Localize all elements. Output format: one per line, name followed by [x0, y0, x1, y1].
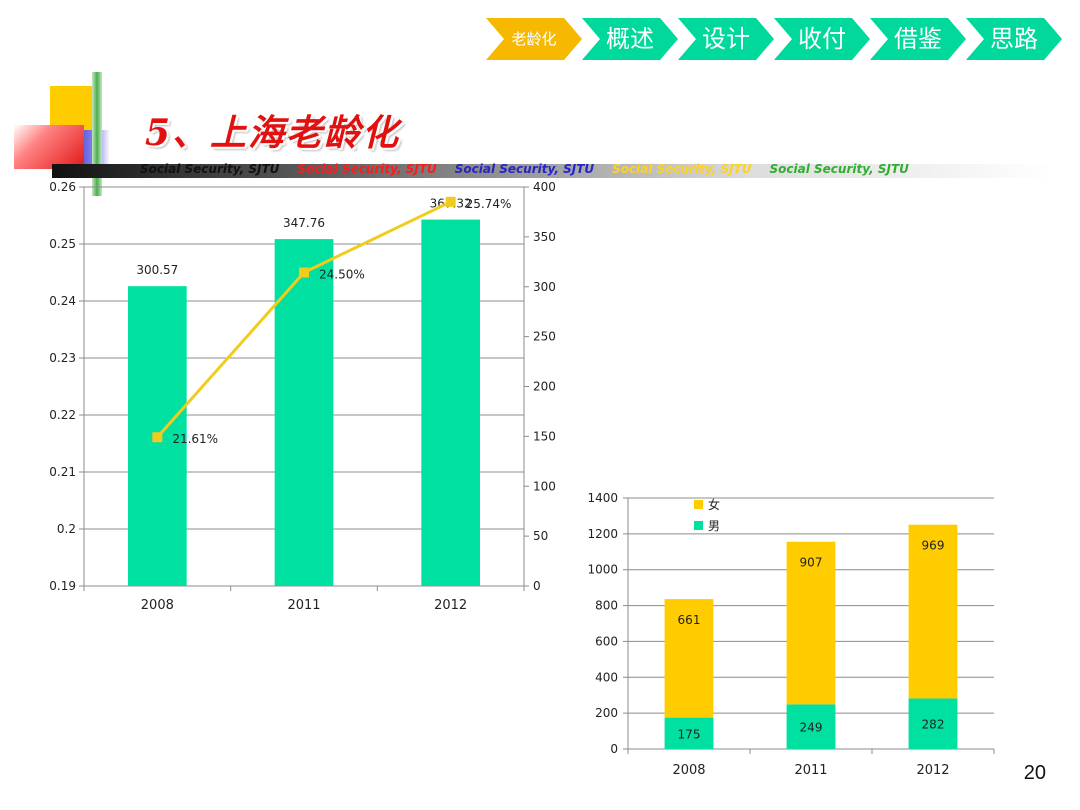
bar-data-label: 347.76 [283, 216, 325, 230]
tagline-text: Social Security, SJTU [297, 162, 437, 176]
legend-swatch [694, 521, 703, 530]
nav-tab-label: 收付 [798, 25, 846, 53]
page-number: 20 [1023, 762, 1046, 784]
left-axis-tick-label: 0.24 [49, 294, 76, 308]
nav-tab-payment[interactable]: 收付 [774, 18, 870, 60]
nav-tab-aging[interactable]: 老龄化 [486, 18, 582, 60]
y-axis-tick-label: 800 [595, 599, 618, 613]
legend-label: 男 [708, 519, 720, 533]
deco-green-bar [92, 72, 102, 196]
tagline-text: Social Security, SJTU [454, 162, 595, 176]
stacked-bar-segment [786, 704, 836, 749]
left-axis-tick-label: 0.2 [57, 522, 76, 536]
bar-data-label: 969 [922, 539, 945, 553]
right-axis-tick-label: 0 [533, 579, 541, 593]
nav-tab-label: 概述 [606, 25, 654, 53]
stacked-bar-segment [664, 717, 714, 749]
x-axis-tick-label: 2008 [672, 763, 705, 778]
bar-data-label: 175 [678, 727, 701, 741]
right-axis-tick-label: 200 [533, 380, 556, 394]
deco-yellow-square [50, 86, 94, 130]
bar-data-label: 907 [800, 556, 823, 570]
y-axis-tick-label: 1400 [587, 491, 618, 505]
tagline-text: Social Security, SJTU [612, 162, 752, 176]
legend-swatch [694, 500, 703, 509]
line-marker [152, 432, 163, 443]
left-axis-tick-label: 0.19 [49, 579, 76, 593]
line-data-label: 24.50% [319, 268, 365, 282]
nav-tab-shape [678, 18, 774, 60]
y-axis-tick-label: 1000 [587, 563, 618, 577]
tagline-text: Social Security, SJTU [140, 162, 280, 176]
nav-tab-shape [582, 18, 678, 60]
y-axis-tick-label: 0 [610, 742, 618, 756]
left-axis-tick-label: 0.23 [49, 351, 76, 365]
x-axis-tick-label: 2008 [141, 598, 174, 613]
bar [421, 219, 480, 586]
stacked-bar-segment [664, 599, 714, 718]
nav-tab-overview[interactable]: 概述 [582, 18, 678, 60]
right-axis-tick-label: 100 [533, 479, 556, 493]
left-axis-tick-label: 0.22 [49, 408, 76, 422]
nav-tab-shape [486, 18, 582, 60]
left-axis-tick-label: 0.21 [49, 465, 76, 479]
page-title: 5、上海老龄化 [145, 112, 401, 154]
bar-data-label: 300.57 [136, 263, 178, 277]
tagline-strip: Social Security, SJTU Social Security, SJ… [140, 162, 1000, 180]
y-axis-tick-label: 1200 [587, 527, 618, 541]
deco-red-square [14, 125, 84, 169]
bar-data-label: 282 [922, 718, 945, 732]
y-axis-tick-label: 600 [595, 634, 618, 648]
tagline-text: Social Security, SJTU [769, 162, 909, 176]
legend-label: 女 [708, 497, 720, 512]
line-data-label: 25.74% [466, 197, 512, 211]
x-axis-tick-label: 2011 [794, 763, 827, 778]
left-axis-tick-label: 0.25 [49, 237, 76, 251]
nav-tab-label: 设计 [702, 25, 750, 53]
nav-tab-label: 思路 [990, 25, 1038, 53]
nav-tab-shape [966, 18, 1062, 60]
bar-data-label: 661 [678, 613, 701, 627]
nav-tab-design[interactable]: 设计 [678, 18, 774, 60]
nav-tab-ideas[interactable]: 思路 [966, 18, 1062, 60]
y-axis-tick-label: 400 [595, 670, 618, 684]
nav-tab-label: 借鉴 [894, 25, 942, 53]
line-data-label: 21.61% [172, 432, 218, 446]
nav-tab-shape [774, 18, 870, 60]
right-axis-tick-label: 300 [533, 280, 556, 294]
nav-tab-reference[interactable]: 借鉴 [870, 18, 966, 60]
stacked-bar-segment [786, 541, 836, 705]
line-marker [445, 196, 456, 207]
x-axis-tick-label: 2012 [916, 763, 949, 778]
right-axis-tick-label: 250 [533, 330, 556, 344]
bar [274, 239, 334, 586]
stacked-bar-segment [908, 698, 958, 749]
bar-data-label: 249 [800, 721, 823, 735]
deco-underline-bar [52, 164, 1052, 178]
nav-tab-shape [870, 18, 966, 60]
right-axis-tick-label: 400 [533, 180, 556, 194]
right-axis-tick-label: 50 [533, 529, 548, 543]
x-axis-tick-label: 2012 [434, 598, 467, 613]
right-axis-tick-label: 350 [533, 230, 556, 244]
y-axis-tick-label: 200 [595, 706, 618, 720]
nav-tab-label: 老龄化 [511, 30, 557, 48]
right-axis-tick-label: 150 [533, 429, 556, 443]
left-axis-tick-label: 0.26 [49, 180, 76, 194]
line-marker [299, 267, 309, 278]
stacked-bar-segment [908, 524, 958, 699]
x-axis-tick-label: 2011 [287, 598, 320, 613]
